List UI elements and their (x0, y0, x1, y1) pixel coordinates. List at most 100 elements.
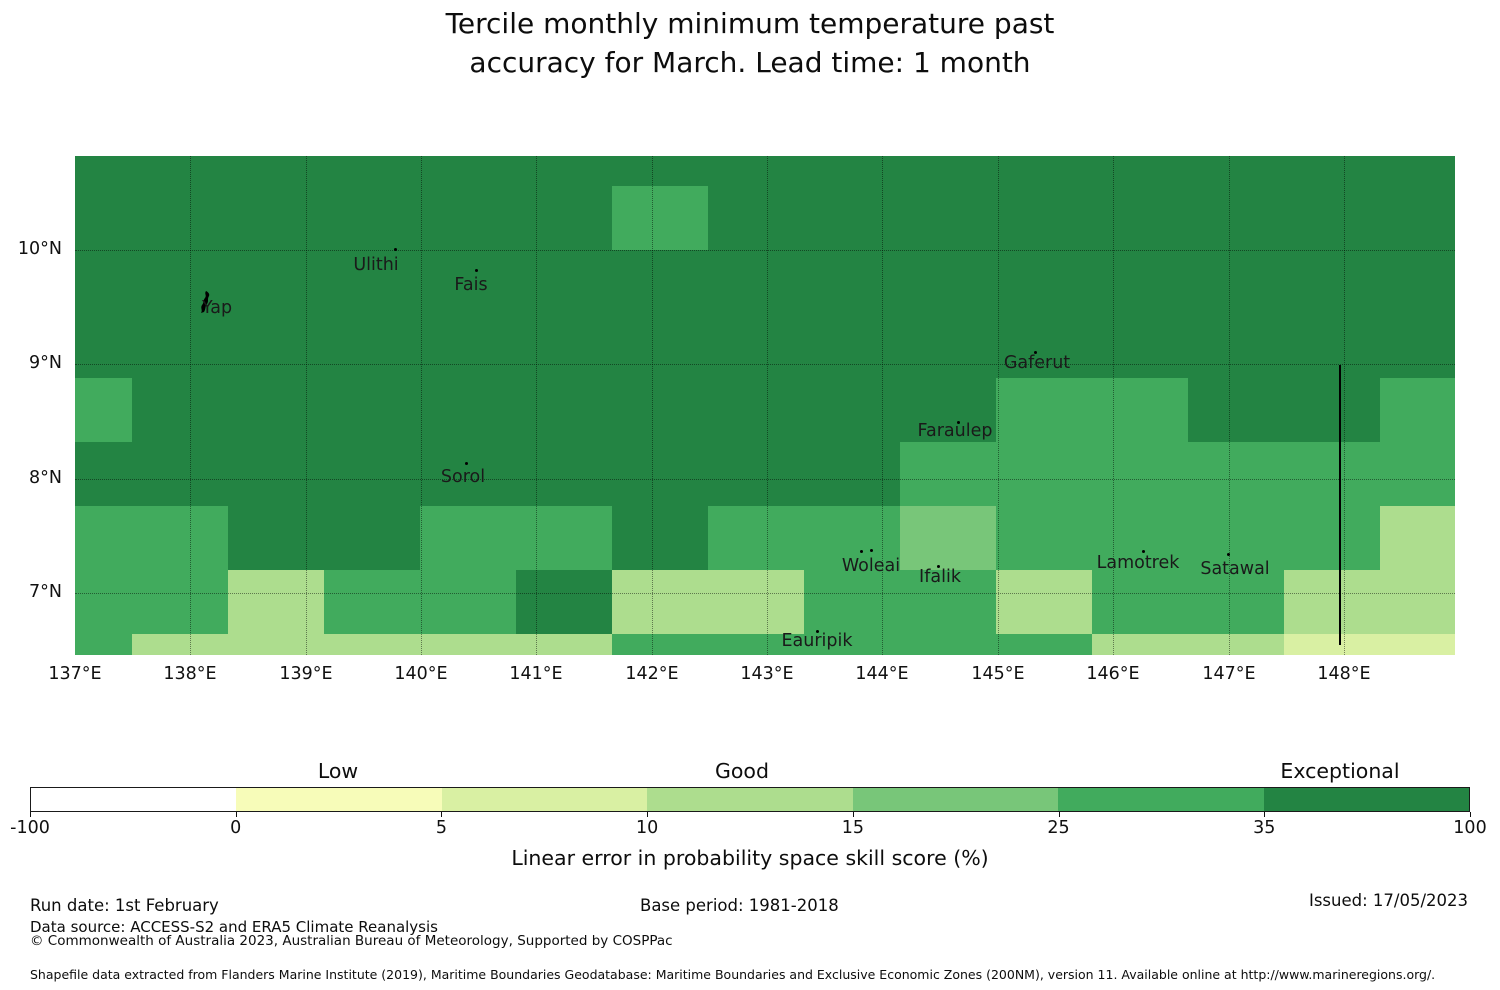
chart-title: Tercile monthly minimum temperature past… (0, 4, 1500, 82)
y-axis-tick-label: 7°N (29, 582, 62, 602)
heatmap-cell (75, 378, 132, 442)
island-marker-dot (475, 269, 478, 272)
longitude-gridline (1113, 156, 1114, 655)
heatmap-cell (420, 186, 516, 250)
heatmap-cell (900, 506, 996, 570)
heatmap-cell (1188, 506, 1284, 570)
heatmap-cell (708, 156, 804, 186)
heatmap-cell (1092, 442, 1188, 506)
heatmap-cell (708, 634, 804, 655)
colorbar-tick (1470, 812, 1471, 817)
heatmap-cell (804, 570, 900, 634)
island-label: Sorol (440, 467, 486, 487)
heatmap-cell (516, 634, 612, 655)
heatmap-cell (132, 378, 228, 442)
x-axis-tick-label: 145°E (971, 664, 1025, 684)
x-axis-tick-label: 141°E (509, 664, 563, 684)
island-label: Yap (201, 298, 233, 318)
heatmap-cell (1092, 314, 1188, 378)
heatmap-cell (900, 378, 996, 442)
heatmap-cell (420, 506, 516, 570)
heatmap-cell (996, 250, 1092, 314)
heatmap-cell (612, 634, 708, 655)
colorbar-category-label: Low (317, 759, 359, 783)
heatmap-cell (324, 186, 420, 250)
heatmap-cell (1092, 506, 1188, 570)
heatmap-cell (1284, 250, 1380, 314)
heatmap-cell (75, 314, 132, 378)
heatmap-cell (708, 570, 804, 634)
heatmap-cell (900, 634, 996, 655)
heatmap-cell (1284, 442, 1380, 506)
colorbar-tick-label: -100 (10, 818, 50, 838)
longitude-gridline (1229, 156, 1230, 655)
heatmap-cell (324, 378, 420, 442)
island-marker-dot (1227, 553, 1230, 556)
colorbar-tick-label: 0 (230, 818, 242, 838)
heatmap-cell (1188, 570, 1284, 634)
heatmap-cell (996, 156, 1092, 186)
y-axis-tick-label: 10°N (17, 239, 62, 259)
island-marker-dot (957, 421, 960, 424)
heatmap-cell (132, 186, 228, 250)
heatmap-cell (516, 250, 612, 314)
island-marker-dot (816, 630, 819, 633)
latitude-gridline (75, 593, 1455, 594)
latitude-gridline (75, 364, 1455, 365)
heatmap-cell (1188, 156, 1284, 186)
heatmap-cell (804, 506, 900, 570)
heatmap-cell (228, 314, 324, 378)
heatmap-cell (420, 378, 516, 442)
longitude-gridline (306, 156, 307, 655)
heatmap-cell (804, 186, 900, 250)
island-label: Satawal (1200, 559, 1270, 579)
island-label: Ulithi (353, 255, 399, 275)
island-marker-dot (1142, 550, 1145, 553)
heatmap-cell (132, 442, 228, 506)
island-label: Faraulep (917, 421, 993, 441)
heatmap-cell (900, 250, 996, 314)
colorbar-tick (852, 812, 854, 817)
heatmap-cell (1284, 570, 1380, 634)
shapefile-attribution-text: Shapefile data extracted from Flanders M… (30, 967, 1436, 982)
heatmap-cell (1380, 156, 1455, 186)
colorbar-category-label: Exceptional (1280, 759, 1400, 783)
longitude-gridline (536, 156, 537, 655)
x-axis-tick-label: 139°E (279, 664, 333, 684)
heatmap-cell (1284, 634, 1380, 655)
colorbar-tick (441, 812, 443, 817)
colorbar-segment (1058, 788, 1264, 811)
heatmap-cell (420, 156, 516, 186)
colorbar-axis-label: Linear error in probability space skill … (511, 846, 989, 870)
heatmap-cell (420, 250, 516, 314)
heatmap-cell (1380, 378, 1455, 442)
heatmap-cell (1188, 314, 1284, 378)
heatmap-cell (804, 314, 900, 378)
heatmap-cell (228, 378, 324, 442)
heatmap-cell (1188, 378, 1284, 442)
heatmap-cell (228, 186, 324, 250)
heatmap-cell (804, 250, 900, 314)
heatmap-cell (420, 442, 516, 506)
latitude-gridline (75, 250, 1455, 251)
heatmap-cell (132, 570, 228, 634)
heatmap-cell (1188, 442, 1284, 506)
island-outline-yap (197, 291, 213, 319)
heatmap-cell (324, 506, 420, 570)
island-label: Eauripik (781, 631, 853, 651)
heatmap-cell (1380, 634, 1455, 655)
longitude-gridline (1344, 156, 1345, 655)
heatmap-cell (708, 250, 804, 314)
island-label: Gaferut (1003, 353, 1071, 373)
y-axis-tick-label: 9°N (29, 353, 62, 373)
heatmap-cell (75, 186, 132, 250)
heatmap-cell (75, 156, 132, 186)
heatmap-cell (804, 442, 900, 506)
heatmap-cell (1380, 506, 1455, 570)
heatmap-cell (324, 634, 420, 655)
longitude-gridline (190, 156, 191, 655)
colorbar-segment (647, 788, 853, 811)
heatmap-cell (708, 378, 804, 442)
heatmap-cell (75, 442, 132, 506)
